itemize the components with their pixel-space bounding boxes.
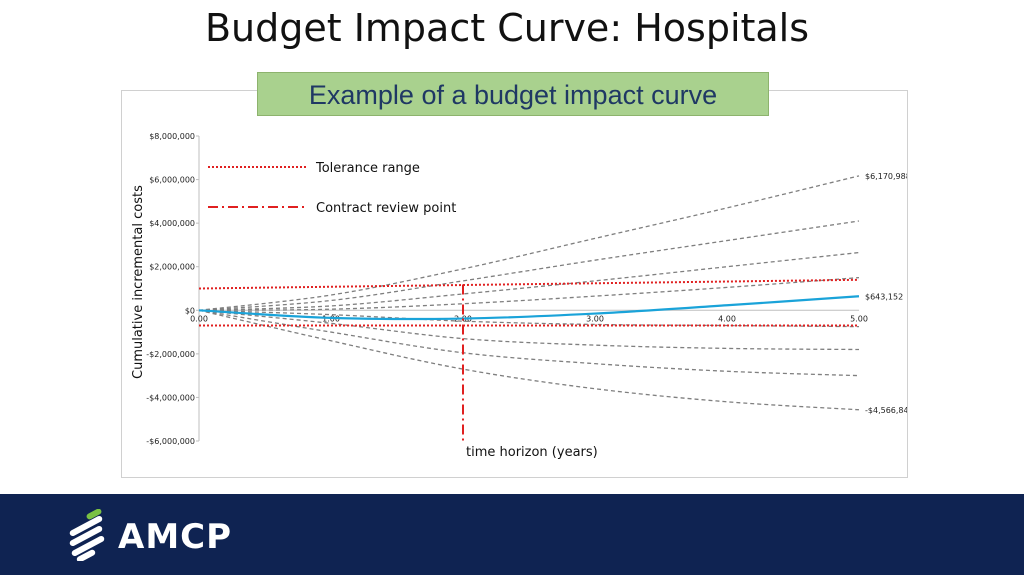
scenario-series-line	[198, 309, 860, 351]
legend-review-label: Contract review point	[316, 201, 456, 216]
x-tick-label: 5.00	[850, 314, 868, 323]
y-axis-title: Cumulative incremental costs	[131, 185, 146, 379]
x-axis-title: time horizon (years)	[466, 445, 598, 460]
main-series-line	[198, 295, 860, 321]
scenario-series-line	[198, 309, 860, 411]
series-end-label: $643,152	[865, 292, 903, 301]
scenario-series-line	[198, 220, 860, 311]
legend-tolerance-label: Tolerance range	[315, 161, 420, 176]
slide-title: Budget Impact Curve: Hospitals	[204, 6, 810, 50]
y-tick-label: -$4,000,000	[146, 393, 195, 402]
budget-impact-chart: $8,000,000 $6,000,000 $4,000,000 $2,000,000…	[131, 132, 907, 460]
scenario-series-line	[198, 309, 860, 328]
y-tick-label: $0	[185, 306, 195, 315]
amcp-logo-text: AMCP	[118, 517, 233, 557]
footer-bar	[0, 494, 1024, 575]
scenario-series-line	[198, 309, 860, 377]
series-end-label: $6,170,988	[865, 172, 907, 181]
amcp-logo-icon	[69, 509, 105, 561]
y-tick-label: $2,000,000	[149, 263, 195, 272]
scenario-series-line	[198, 276, 860, 311]
x-tick-label: 4.00	[718, 314, 736, 323]
y-tick-label: $6,000,000	[149, 176, 195, 185]
x-tick-label: 3.00	[586, 314, 604, 323]
scenario-series-line	[198, 175, 860, 311]
scenario-series-line	[198, 251, 860, 311]
x-tick-label: 0.00	[190, 314, 208, 323]
y-tick-label: $8,000,000	[149, 132, 195, 141]
y-tick-label: $4,000,000	[149, 219, 195, 228]
y-tick-label: -$6,000,000	[146, 437, 195, 446]
series-end-label: -$4,566,846	[865, 406, 907, 415]
chart-frame: $8,000,000 $6,000,000 $4,000,000 $2,000,000…	[121, 90, 908, 478]
y-tick-label: -$2,000,000	[146, 350, 195, 359]
callout-box: Example of a budget impact curve	[257, 72, 769, 116]
